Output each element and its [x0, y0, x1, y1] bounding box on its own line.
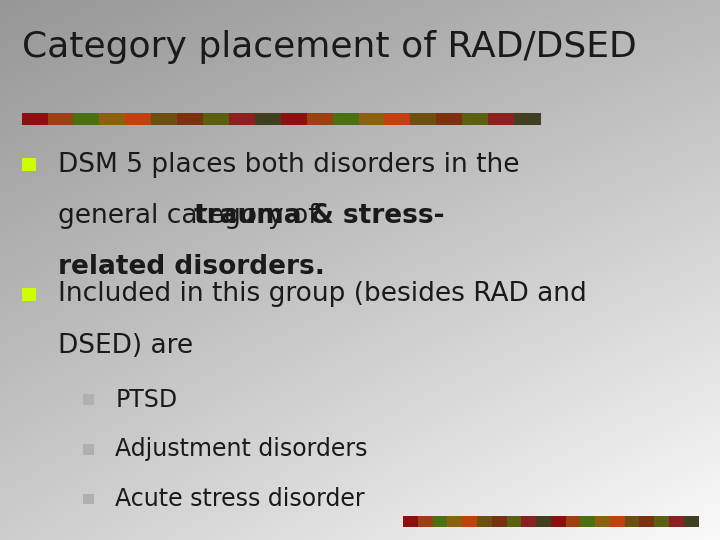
Bar [83, 394, 94, 405]
Bar [229, 113, 256, 125]
Bar [22, 158, 36, 172]
Text: Adjustment disorders: Adjustment disorders [115, 437, 368, 461]
Bar [22, 287, 36, 301]
Bar [83, 444, 94, 455]
Bar [566, 516, 581, 526]
Text: Included in this group (besides RAD and: Included in this group (besides RAD and [58, 281, 586, 307]
Bar [462, 516, 478, 526]
Bar [507, 516, 522, 526]
Bar [639, 516, 655, 526]
Bar [595, 516, 611, 526]
Bar [418, 516, 433, 526]
Bar [624, 516, 640, 526]
Bar [22, 113, 48, 125]
Bar [488, 113, 515, 125]
Bar [99, 113, 126, 125]
Bar [684, 516, 699, 526]
Bar [492, 516, 507, 526]
Bar [384, 113, 411, 125]
Bar [281, 113, 307, 125]
Bar [403, 516, 419, 526]
Bar [255, 113, 282, 125]
Bar [203, 113, 230, 125]
Bar [551, 516, 566, 526]
Bar [448, 516, 463, 526]
Bar [521, 516, 537, 526]
Text: DSED) are: DSED) are [58, 333, 193, 359]
Bar [83, 494, 94, 504]
Bar [433, 516, 448, 526]
Text: PTSD: PTSD [115, 388, 177, 411]
Text: related disorders.: related disorders. [58, 254, 325, 280]
Bar [536, 516, 552, 526]
Bar [462, 113, 489, 125]
Bar [580, 516, 596, 526]
Text: DSM 5 places both disorders in the: DSM 5 places both disorders in the [58, 152, 519, 178]
Text: general category of: general category of [58, 203, 325, 229]
Text: Category placement of RAD/DSED: Category placement of RAD/DSED [22, 30, 636, 64]
Bar [151, 113, 178, 125]
Bar [610, 516, 625, 526]
Bar [654, 516, 670, 526]
Bar [436, 113, 463, 125]
Bar [477, 516, 492, 526]
Bar [514, 113, 541, 125]
Text: Acute stress disorder: Acute stress disorder [115, 487, 365, 511]
Bar [307, 113, 333, 125]
Bar [359, 113, 385, 125]
Bar [333, 113, 359, 125]
Bar [48, 113, 74, 125]
Bar [177, 113, 204, 125]
Bar [410, 113, 437, 125]
Bar [73, 113, 100, 125]
Bar [669, 516, 684, 526]
Bar [125, 113, 152, 125]
Text: trauma & stress-: trauma & stress- [194, 203, 445, 229]
